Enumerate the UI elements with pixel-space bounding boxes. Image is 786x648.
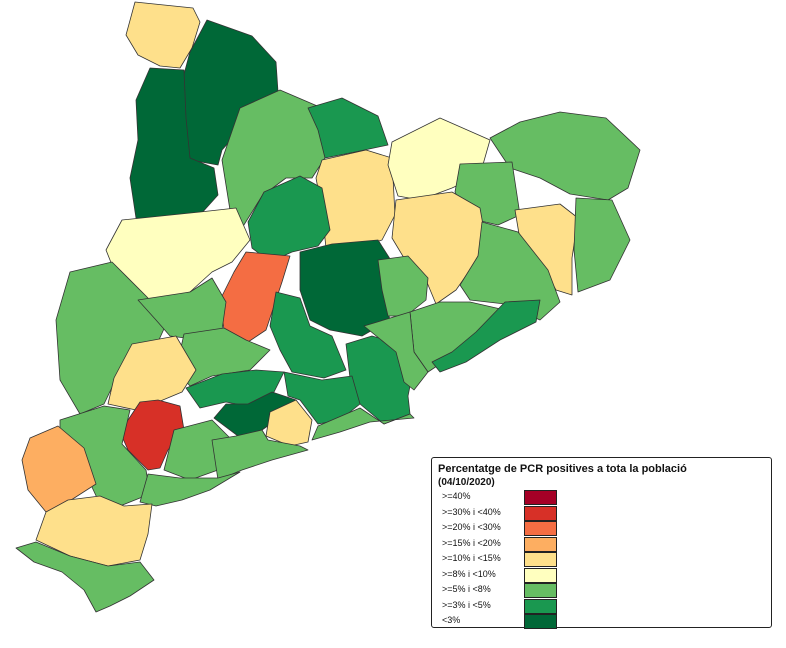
region-montsia bbox=[15, 541, 155, 613]
region-bergueda bbox=[219, 251, 291, 343]
legend-item-swatch bbox=[524, 536, 557, 552]
region-baix-camp bbox=[139, 471, 241, 507]
legend-item-swatch bbox=[524, 567, 557, 583]
legend-item-swatch bbox=[524, 552, 557, 567]
map-legend: Percentatge de PCR positives a tota la p… bbox=[431, 457, 772, 629]
region-ribera-ebre bbox=[35, 495, 153, 567]
region-girones-east bbox=[573, 197, 631, 293]
legend-item-label: <3% bbox=[442, 615, 461, 625]
legend-item-label: >=20% i <30% bbox=[442, 522, 501, 532]
region-alt-urgell bbox=[221, 89, 331, 229]
region-barcelones-coast bbox=[311, 407, 415, 441]
legend-date: (04/10/2020) bbox=[438, 477, 495, 488]
legend-item-label: >=40% bbox=[442, 491, 471, 501]
legend-item-swatch bbox=[524, 490, 557, 505]
region-alt-emporda bbox=[489, 111, 641, 201]
legend-item-swatch bbox=[524, 614, 557, 629]
region-nw-top bbox=[125, 1, 201, 69]
region-moianes bbox=[377, 255, 429, 317]
legend-item-label: >=3% i <5% bbox=[442, 599, 491, 610]
legend-item-swatch bbox=[524, 521, 557, 536]
legend-item-label: >=10% i <15% bbox=[442, 553, 501, 563]
legend-item-swatch bbox=[524, 598, 557, 614]
region-solsones bbox=[247, 175, 331, 263]
legend-item-label: >=8% i <10% bbox=[442, 568, 496, 579]
legend-title: Percentatge de PCR positives a tota la p… bbox=[438, 463, 687, 475]
legend-item-swatch bbox=[524, 583, 557, 598]
legend-item-label: >=15% i <20% bbox=[442, 537, 501, 548]
region-cerdanya bbox=[307, 97, 389, 159]
legend-item-label: >=30% i <40% bbox=[442, 506, 501, 517]
region-girones bbox=[391, 191, 487, 305]
region-bages bbox=[269, 291, 347, 379]
legend-item-label: >=5% i <8% bbox=[442, 584, 491, 594]
legend-item-swatch bbox=[524, 505, 557, 521]
region-conca-barbera bbox=[119, 399, 185, 471]
region-maresme bbox=[431, 299, 541, 373]
region-ripolles bbox=[315, 149, 396, 253]
region-llobregat-north bbox=[363, 311, 429, 391]
